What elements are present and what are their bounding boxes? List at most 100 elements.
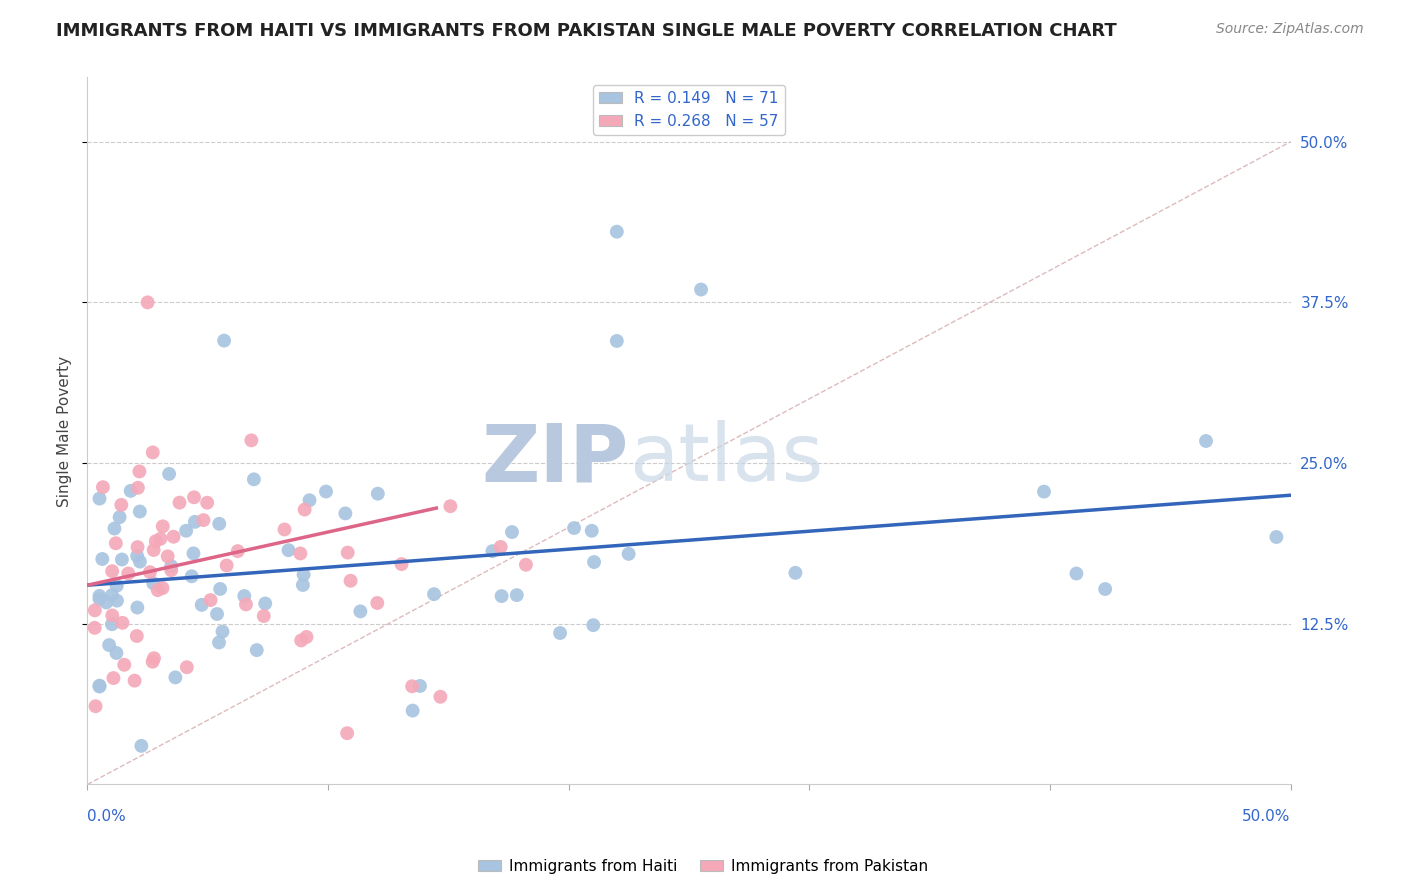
Point [89,592,111,607]
Point [391,557,413,571]
Point [277,543,299,558]
Point [429,690,451,704]
Point [212,334,235,348]
Point [581,524,603,538]
Point [91,552,114,566]
Point [582,618,605,632]
Point [233,589,256,603]
Legend: R = 0.149   N = 71, R = 0.268   N = 57: R = 0.149 N = 71, R = 0.268 N = 57 [593,85,785,135]
Point [295,630,318,644]
Point [169,495,191,509]
Point [105,593,128,607]
Point [215,558,238,573]
Point [108,510,131,524]
Point [105,646,128,660]
Point [142,655,165,669]
Point [105,579,128,593]
Point [183,491,205,505]
Point [190,598,212,612]
Point [401,679,423,693]
Point [409,679,432,693]
Point [96,595,118,609]
Point [98,638,121,652]
Point [273,523,295,537]
Point [246,643,269,657]
Point [1066,566,1088,581]
Point [103,671,125,685]
Point [142,543,165,558]
Point [110,498,132,512]
Point [211,624,233,639]
Point [101,617,124,632]
Point [124,673,146,688]
Point [501,524,523,539]
Point [127,600,149,615]
Point [104,536,127,550]
Point [294,502,316,516]
Point [209,582,232,596]
Point [583,555,606,569]
Point [366,596,388,610]
Point [128,465,150,479]
Point [1265,530,1288,544]
Point [146,583,169,598]
Point [1033,484,1056,499]
Point [111,552,134,566]
Point [91,480,114,494]
Point [183,546,205,560]
Point [184,515,207,529]
Point [489,540,512,554]
Point [290,633,312,648]
Point [200,593,222,607]
Point [423,587,446,601]
Point [617,547,640,561]
Point [335,507,357,521]
Point [84,699,107,714]
Point [111,615,134,630]
Point [127,481,149,495]
Point [606,225,628,239]
Point [101,588,124,602]
Point [491,589,513,603]
Point [127,549,149,563]
Point [243,472,266,486]
Point [89,680,111,694]
Point [290,546,312,560]
Point [176,660,198,674]
Point [174,524,197,538]
Point [112,657,135,672]
Point [89,589,111,603]
Point [142,445,165,459]
Legend: Immigrants from Haiti, Immigrants from Pakistan: Immigrants from Haiti, Immigrants from P… [472,853,934,880]
Text: atlas: atlas [628,420,824,499]
Text: 0.0%: 0.0% [87,809,127,824]
Point [145,534,167,549]
Point [152,581,174,595]
Point [149,532,172,546]
Point [162,530,184,544]
Point [439,499,461,513]
Point [101,564,124,578]
Point [253,609,276,624]
Point [139,565,162,579]
Point [125,629,148,643]
Point [208,635,231,649]
Point [128,504,150,518]
Point [336,546,359,560]
Point [235,598,257,612]
Point [481,544,503,558]
Point [548,626,571,640]
Point [156,549,179,564]
Point [120,483,142,498]
Point [127,540,149,554]
Point [515,558,537,572]
Point [165,670,187,684]
Point [226,544,249,558]
Point [152,519,174,533]
Point [1094,582,1116,596]
Point [143,651,166,665]
Point [785,566,807,580]
Point [291,578,314,592]
Point [298,493,321,508]
Point [349,604,371,618]
